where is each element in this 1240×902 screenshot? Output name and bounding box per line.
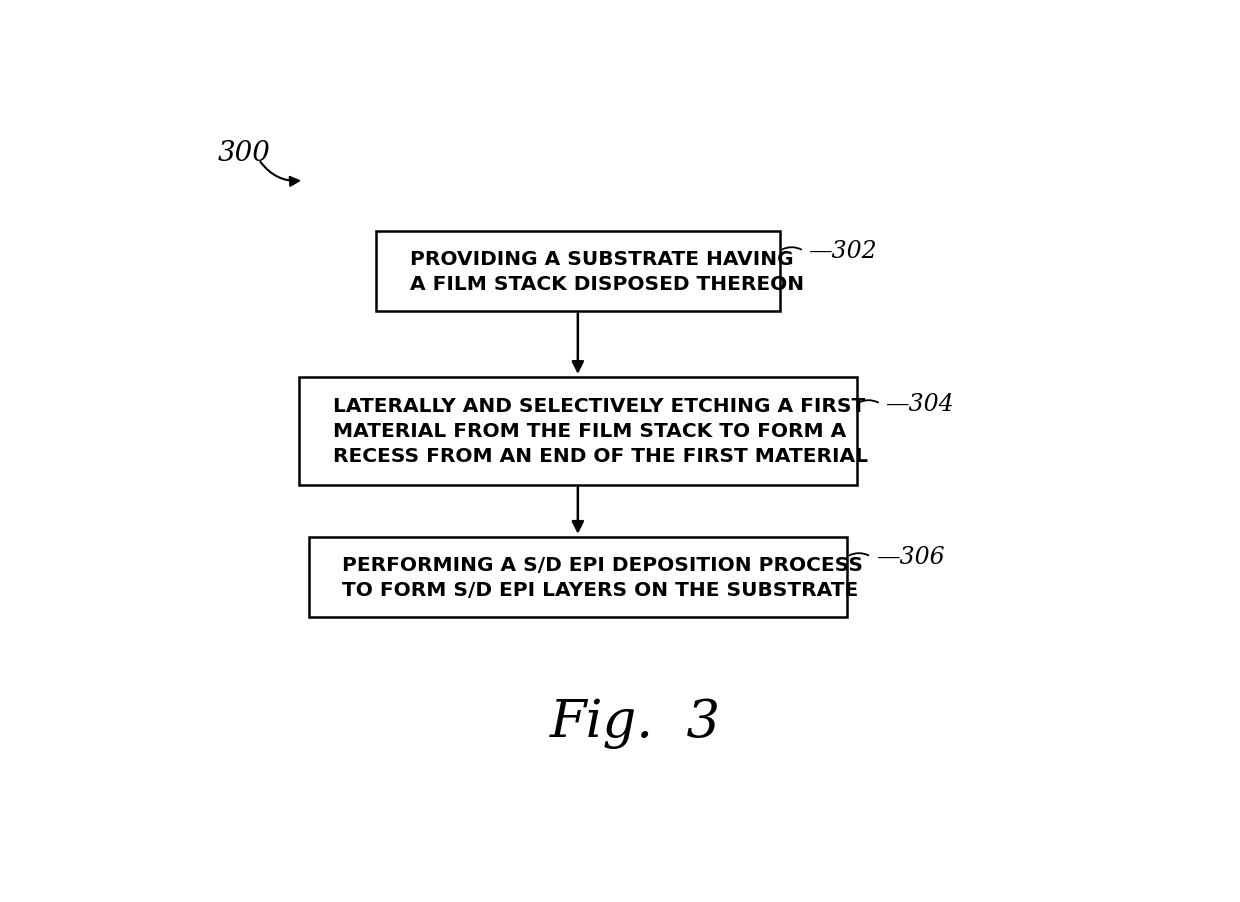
Text: PROVIDING A SUBSTRATE HAVING
A FILM STACK DISPOSED THEREON: PROVIDING A SUBSTRATE HAVING A FILM STAC… [409, 250, 804, 293]
Text: —302: —302 [808, 240, 877, 263]
Text: —304: —304 [885, 392, 954, 416]
FancyBboxPatch shape [299, 377, 857, 485]
Text: 300: 300 [217, 140, 270, 167]
Text: —306: —306 [875, 546, 945, 568]
Text: LATERALLY AND SELECTIVELY ETCHING A FIRST
MATERIAL FROM THE FILM STACK TO FORM A: LATERALLY AND SELECTIVELY ETCHING A FIRS… [332, 397, 868, 465]
FancyBboxPatch shape [309, 537, 847, 617]
Text: PERFORMING A S/D EPI DEPOSITION PROCESS
TO FORM S/D EPI LAYERS ON THE SUBSTRATE: PERFORMING A S/D EPI DEPOSITION PROCESS … [342, 555, 863, 599]
FancyBboxPatch shape [376, 232, 780, 311]
Text: Fig.  3: Fig. 3 [551, 697, 720, 749]
